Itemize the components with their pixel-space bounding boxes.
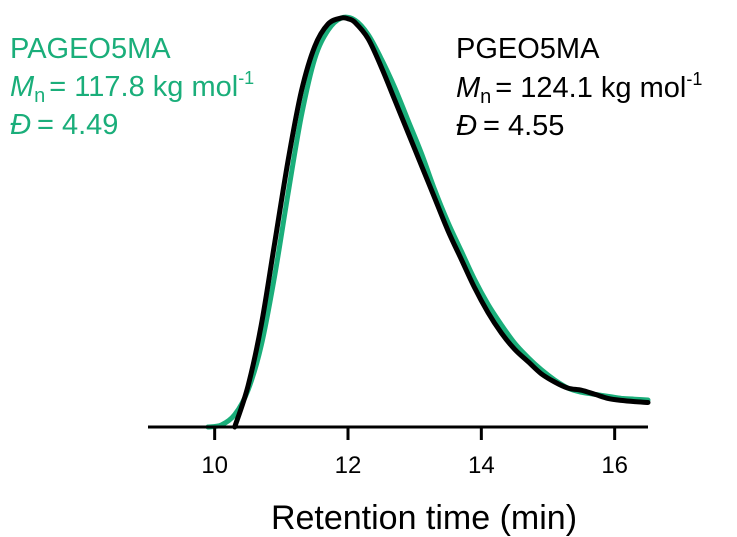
mn-subscript: n: [34, 85, 45, 107]
annotation-pageo5ma-mn: Mn = 117.8 kg mol-1: [10, 68, 254, 107]
annotation-pgeo5ma-name: PGEO5MA: [456, 33, 600, 65]
series-line-pgeo5ma: [232, 15, 651, 430]
x-tick-label-12: 12: [335, 452, 362, 479]
mn-unit-sup: -1: [686, 69, 702, 89]
x-axis-title: Retention time (min): [271, 499, 577, 537]
mn-symbol: M: [456, 72, 481, 104]
annotation-pageo5ma: PAGEO5MA Mn = 117.8 kg mol-1 Đ = 4.49: [10, 33, 254, 141]
x-tick-label-16: 16: [601, 452, 628, 479]
mn-value: = 117.8 kg mol: [49, 71, 238, 103]
mn-subscript: n: [480, 86, 491, 108]
annotation-pgeo5ma-dispersity: Đ = 4.55: [456, 110, 564, 142]
d-value: = 4.49: [37, 109, 118, 141]
x-tick-label-14: 14: [468, 452, 495, 479]
mn-value: = 124.1 kg mol: [495, 72, 686, 104]
plot-area: [205, 14, 651, 430]
annotation-pgeo5ma: PGEO5MA Mn = 124.1 kg mol-1 Đ = 4.55: [456, 33, 702, 142]
d-value: = 4.55: [483, 110, 564, 142]
d-symbol: Đ: [456, 110, 477, 142]
mn-symbol: M: [10, 71, 35, 103]
annotation-pageo5ma-dispersity: Đ = 4.49: [10, 109, 118, 141]
mn-unit-sup: -1: [238, 68, 254, 88]
annotation-pageo5ma-name: PAGEO5MA: [10, 33, 171, 65]
annotation-pgeo5ma-mn: Mn = 124.1 kg mol-1: [456, 69, 702, 108]
x-tick-label-10: 10: [201, 452, 228, 479]
x-axis-ticks: 10 12 14 16: [201, 427, 628, 479]
d-symbol: Đ: [10, 109, 31, 141]
